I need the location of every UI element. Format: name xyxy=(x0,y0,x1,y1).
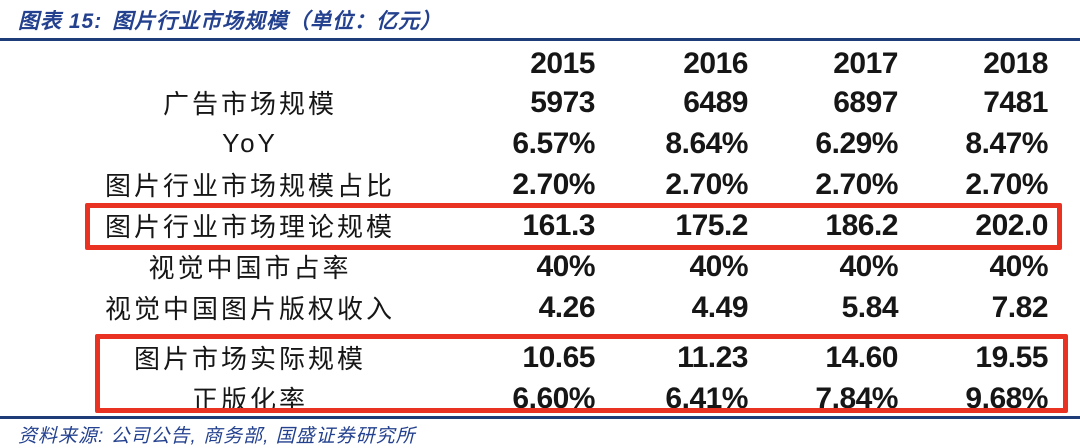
year-header: 2016 xyxy=(683,47,748,80)
cell-value: 202.0 xyxy=(975,208,1048,242)
cell-value: 6897 xyxy=(833,85,898,119)
cell-value: 40% xyxy=(536,249,595,283)
table-row: 图片市场实际规模 10.65 11.23 14.60 19.55 xyxy=(0,337,1049,378)
cell-value: 40% xyxy=(689,249,748,283)
table-row: 视觉中国图片版权收入 4.26 4.49 5.84 7.82 xyxy=(0,287,1049,328)
figure-caption: 图表 15: 图片行业市场规模（单位：亿元） xyxy=(18,5,442,35)
source-note: 资料来源: 公司公告, 商务部, 国盛证券研究所 xyxy=(18,426,416,447)
table-row: 正版化率 6.60% 6.41% 7.84% 9.68% xyxy=(0,378,1049,419)
row-label: 视觉中国市占率 xyxy=(148,253,352,283)
bottom-rule xyxy=(0,416,1080,419)
row-label: 视觉中国图片版权收入 xyxy=(104,294,395,324)
figure-number-label: 图表 15: xyxy=(18,10,103,33)
cell-value: 175.2 xyxy=(675,208,748,242)
year-header: 2015 xyxy=(530,47,595,80)
cell-value: 2.70% xyxy=(965,167,1048,201)
cell-value: 7481 xyxy=(983,85,1048,119)
cell-value: 10.65 xyxy=(522,340,595,374)
cell-value: 40% xyxy=(989,249,1048,283)
cell-value: 6.29% xyxy=(815,126,898,160)
table-row: YoY 6.57% 8.64% 6.29% 8.47% xyxy=(0,123,1048,164)
row-label: 图片行业市场规模占比 xyxy=(104,171,395,201)
cell-value: 5.84 xyxy=(841,290,899,324)
table-row: 图片行业市场规模占比 2.70% 2.70% 2.70% 2.70% xyxy=(0,164,1049,205)
cell-value: 8.47% xyxy=(965,126,1048,160)
cell-value: 161.3 xyxy=(522,208,595,242)
cell-value: 7.82 xyxy=(991,290,1049,324)
row-label: 正版化率 xyxy=(191,385,308,415)
cell-value: 8.64% xyxy=(665,126,748,160)
cell-value: 7.84% xyxy=(815,381,898,415)
cell-value: 6.57% xyxy=(512,126,595,160)
year-header: 2017 xyxy=(833,47,898,80)
cell-value: 14.60 xyxy=(825,340,898,374)
cell-value: 5973 xyxy=(530,85,595,119)
row-label: YoY xyxy=(222,128,278,158)
table-row: 视觉中国市占率 40% 40% 40% 40% xyxy=(0,246,1048,287)
cell-value: 6.60% xyxy=(512,381,595,415)
cell-value: 9.68% xyxy=(965,381,1048,415)
cell-value: 2.70% xyxy=(665,167,748,201)
table-row: 广告市场规模 5973 6489 6897 7481 xyxy=(0,82,1049,123)
year-header: 2018 xyxy=(983,47,1048,80)
cell-value: 19.55 xyxy=(975,340,1048,374)
table-row: 图片行业市场理论规模 161.3 175.2 186.2 202.0 xyxy=(0,205,1049,246)
table-body: 广告市场规模 5973 6489 6897 7481 YoY 6.57% 8.64% 6.29%… xyxy=(0,82,1049,419)
data-table: 2015 2016 2017 2018 广告市场规模 5973 6489 6897 7481 Y… xyxy=(0,46,1049,419)
cell-value: 2.70% xyxy=(512,167,595,201)
row-label: 图片市场实际规模 xyxy=(133,344,366,374)
cell-value: 6489 xyxy=(683,85,748,119)
table-header-row: 2015 2016 2017 2018 xyxy=(0,46,1048,82)
cell-value: 4.26 xyxy=(538,290,596,324)
cell-value: 6.41% xyxy=(665,381,748,415)
row-label: 广告市场规模 xyxy=(162,89,337,119)
cell-value: 186.2 xyxy=(825,208,898,242)
cell-value: 4.49 xyxy=(691,290,749,324)
cell-value: 2.70% xyxy=(815,167,898,201)
cell-value: 40% xyxy=(839,249,898,283)
top-rule xyxy=(0,38,1080,41)
row-label: 图片行业市场理论规模 xyxy=(104,212,395,242)
figure-title: 图片行业市场规模（单位：亿元） xyxy=(112,10,443,33)
cell-value: 11.23 xyxy=(677,340,748,374)
